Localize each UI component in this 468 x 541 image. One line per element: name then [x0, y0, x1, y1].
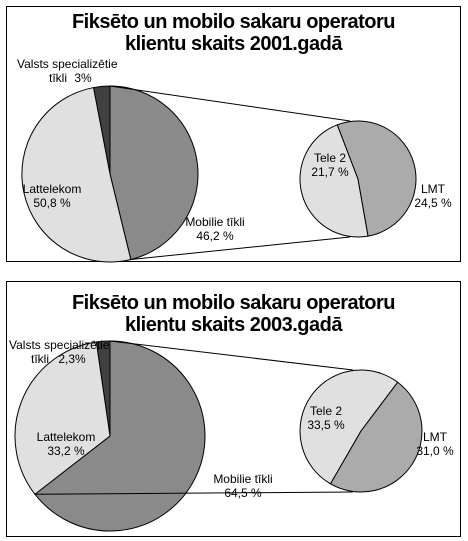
- slice-value-mobilie-2003: 64,5 %: [224, 486, 262, 500]
- chart-panel-2003: Fiksēto un mobilo sakaru operatoru klien…: [6, 281, 461, 537]
- slice-value-valsts-2003: 2,3%: [58, 352, 86, 366]
- breakdown-slice-tele2-2001: [299, 124, 369, 238]
- connector-line-bottom-2001: [130, 236, 351, 261]
- slice-value-lmt-2001: 24,5 %: [414, 196, 452, 210]
- slice-label-lmt-2003: LMT 31,0 %: [410, 430, 460, 458]
- slice-value-lmt-2003: 31,0 %: [416, 444, 454, 458]
- pie-chart-svg-2003: [14, 340, 423, 532]
- slice-label-lattelekom-2003: Lattelekom 33,2 %: [31, 430, 101, 458]
- pie-slice-lattelekom-2001: [21, 86, 132, 263]
- slice-label-valsts-2001: Valsts specializētie tīkli 3%: [17, 57, 118, 85]
- slice-value-tele2-2001: 21,7 %: [311, 165, 349, 179]
- slice-label-mobilie-2003: Mobilie tīkli 64,5 %: [207, 472, 279, 500]
- slice-value-valsts-2001: 3%: [74, 71, 92, 85]
- slice-label-valsts-2003: Valsts specializētie tīkli 2,3%: [9, 338, 110, 366]
- connector-line-bottom-2003: [34, 491, 354, 495]
- slice-name-lmt-2001: LMT: [421, 182, 445, 196]
- slice-value-lattelekom-2003: 33,2 %: [47, 444, 85, 458]
- connector-line-top-2001: [109, 85, 351, 122]
- slice-name-tele2-2003: Tele 2: [309, 404, 343, 418]
- chart-title-line1-2001: Fiksēto un mobilo sakaru operatoru: [71, 11, 396, 33]
- chart-title-line2-2001: klientu skaits 2001.gadā: [124, 33, 343, 55]
- slice-value-lattelekom-2001: 50,8 %: [33, 196, 71, 210]
- chart-title-2003: Fiksēto un mobilo sakaru operatoru klien…: [7, 292, 460, 336]
- chart-title-line2-2003: klientu skaits 2003.gadā: [124, 314, 343, 336]
- slice-label-mobilie-2001: Mobilie tīkli 46,2 %: [179, 215, 251, 243]
- breakdown-slice-lmt-2001: [336, 120, 417, 237]
- pie-chart-svg-2001: [21, 85, 417, 263]
- slice-name-lattelekom-2003: Lattelekom: [36, 430, 96, 444]
- slice-label-tele2-2001: Tele 2 21,7 %: [303, 151, 357, 179]
- pie-slice-mobilie-2003: [34, 340, 206, 532]
- slice-name-valsts-2003: Valsts specializētie: [9, 338, 110, 352]
- slice-name2-valsts-2001: tīkli: [49, 71, 67, 85]
- chart-panel-2001: Fiksēto un mobilo sakaru operatoru klien…: [6, 6, 461, 263]
- slice-label-lmt-2001: LMT 24,5 %: [407, 182, 459, 210]
- breakdown-slice-tele2-2003: [299, 369, 399, 485]
- slice-name-valsts-2001: Valsts specializētie: [17, 57, 118, 71]
- slice-name-mobilie-2001: Mobilie tīkli: [185, 215, 245, 229]
- slice-name2-valsts-2003: tīkli: [31, 352, 49, 366]
- slice-name-tele2-2001: Tele 2: [313, 151, 347, 165]
- chart-title-line1-2003: Fiksēto un mobilo sakaru operatoru: [71, 292, 396, 314]
- slice-label-lattelekom-2001: Lattelekom 50,8 %: [18, 182, 86, 210]
- slice-value-tele2-2003: 33,5 %: [307, 418, 345, 432]
- slice-name-lmt-2003: LMT: [423, 430, 447, 444]
- slice-name-mobilie-2003: Mobilie tīkli: [213, 472, 273, 486]
- slice-value-mobilie-2001: 46,2 %: [196, 229, 234, 243]
- connector-line-top-2003: [109, 340, 354, 371]
- slice-label-tele2-2003: Tele 2 33,5 %: [299, 404, 353, 432]
- chart-title-2001: Fiksēto un mobilo sakaru operatoru klien…: [7, 11, 460, 55]
- slice-name-lattelekom-2001: Lattelekom: [22, 182, 82, 196]
- pie-slice-lattelekom-2003: [14, 341, 111, 495]
- breakdown-slice-lmt-2003: [329, 381, 423, 493]
- pie-slice-mobilie-2001: [109, 85, 199, 261]
